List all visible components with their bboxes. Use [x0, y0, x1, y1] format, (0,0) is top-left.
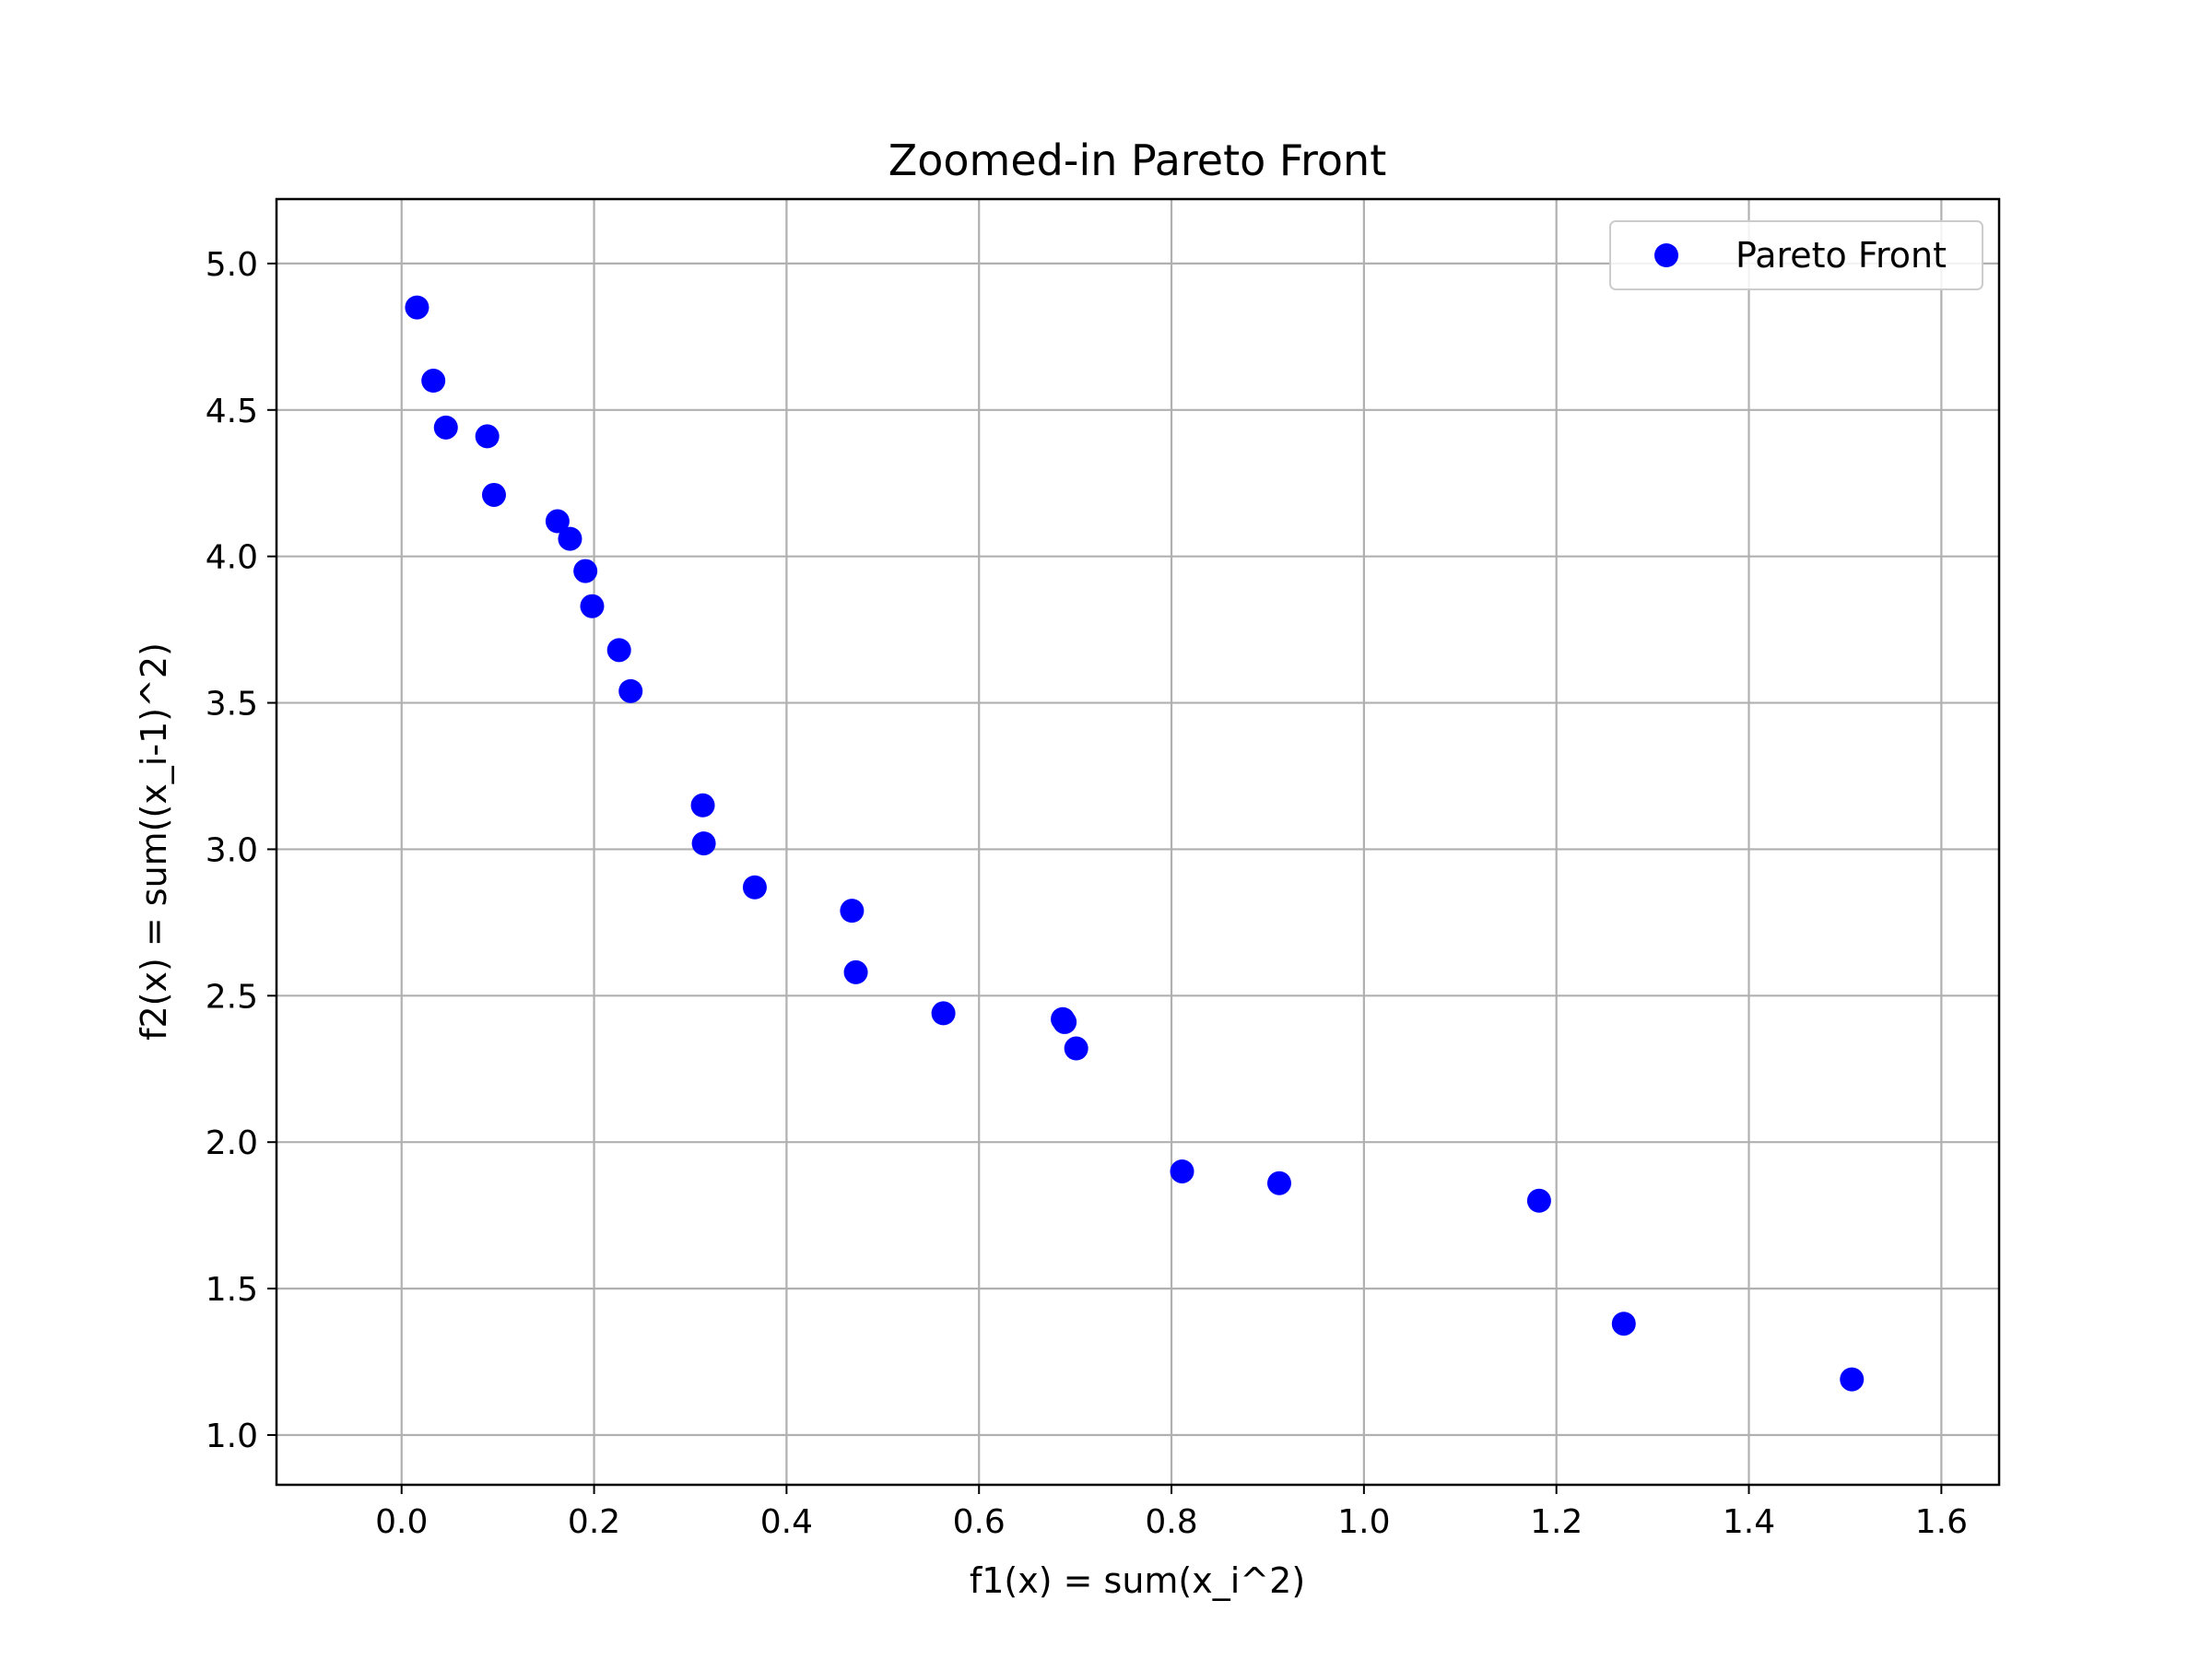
y-tick-label: 2.0 [206, 1124, 258, 1162]
data-point [545, 509, 570, 534]
legend-label: Pareto Front [1735, 235, 1947, 276]
legend-box [1609, 220, 1983, 290]
axis-ticks: 0.0 0.2 0.4 0.6 0.8 1.0 1.2 1.4 1.6 1.0 1.5 2.0 2.5 3… [206, 246, 1968, 1541]
x-axis-label: f1(x) = sum(x_i^2) [970, 1560, 1305, 1601]
data-point [742, 875, 767, 900]
data-point [1053, 1009, 1077, 1034]
y-tick-label: 1.0 [206, 1418, 258, 1455]
x-tick-label: 1.2 [1530, 1503, 1583, 1541]
data-point [421, 369, 446, 394]
x-tick-label: 0.8 [1145, 1503, 1197, 1541]
data-point [573, 559, 598, 583]
data-point [1064, 1036, 1088, 1061]
y-tick-label: 2.5 [206, 978, 258, 1016]
x-tick-label: 0.6 [953, 1503, 1006, 1541]
x-tick-label: 0.2 [568, 1503, 620, 1541]
data-point [618, 678, 643, 703]
legend: Pareto Front [1609, 220, 1983, 290]
data-point [840, 899, 865, 924]
y-tick-label: 4.0 [206, 539, 258, 577]
data-point [1170, 1159, 1194, 1183]
data-point [580, 594, 605, 618]
legend-marker [1654, 243, 1678, 267]
data-point [690, 793, 715, 818]
y-tick-label: 5.0 [206, 246, 258, 284]
data-point [433, 415, 458, 440]
data-point [1611, 1312, 1636, 1336]
data-point [606, 638, 631, 663]
y-tick-label: 1.5 [206, 1271, 258, 1309]
x-tick-label: 1.4 [1723, 1503, 1775, 1541]
data-point [931, 1001, 956, 1026]
data-point [405, 295, 429, 320]
plot-frame [275, 197, 2001, 1487]
chart-title: Zoomed-in Pareto Front [888, 135, 1386, 185]
data-point [1840, 1367, 1865, 1392]
data-point [475, 424, 500, 449]
data-point [1266, 1171, 1291, 1195]
x-tick-label: 0.4 [760, 1503, 813, 1541]
x-tick-label: 1.6 [1915, 1503, 1968, 1541]
data-point [843, 959, 868, 984]
y-tick-label: 3.5 [206, 686, 258, 724]
y-tick-label: 3.0 [206, 831, 258, 869]
grid [276, 199, 1999, 1485]
data-point [481, 482, 506, 507]
x-tick-label: 1.0 [1337, 1503, 1390, 1541]
data-point [691, 831, 716, 856]
y-tick-label: 4.5 [206, 393, 258, 430]
data-point [558, 526, 582, 551]
data-point [1526, 1188, 1551, 1213]
x-tick-label: 0.0 [375, 1503, 428, 1541]
data-points [405, 295, 1865, 1392]
y-axis-label: f2(x) = sum((x_i-1)^2) [134, 642, 174, 1041]
